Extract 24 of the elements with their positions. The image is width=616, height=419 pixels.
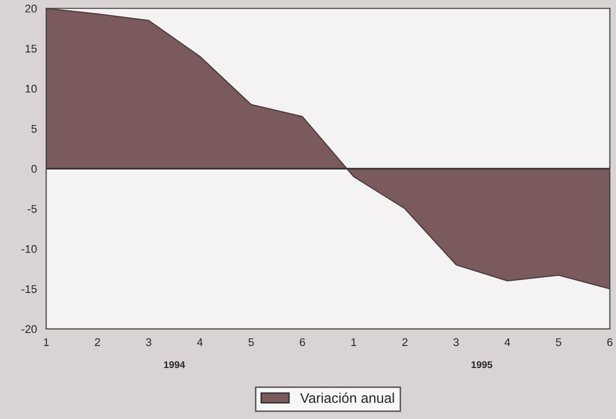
x-tick-label: 3 (453, 338, 459, 346)
y-tick-label: -5 (28, 205, 37, 213)
y-tick-label: -10 (22, 245, 37, 253)
x-tick-label: 6 (607, 338, 612, 346)
x-tick-label: 1 (351, 338, 356, 346)
y-tick-label: 0 (31, 164, 37, 173)
x-tick-label: 1 (44, 338, 49, 346)
y-tick-label: 5 (31, 124, 37, 133)
x-tick-label: 3 (146, 338, 152, 346)
y-tick-label: -20 (22, 325, 37, 334)
legend-label: Variación anual (300, 392, 394, 403)
text: 1995 (472, 361, 492, 368)
x-tick-label: 5 (248, 338, 254, 346)
y-tick-label: 15 (26, 44, 37, 53)
x-tick-label: 2 (402, 338, 408, 346)
y-tick-label: 20 (25, 4, 37, 13)
x-tick-label: 4 (197, 338, 203, 346)
x-tick-label: 4 (504, 338, 510, 346)
x-tick-label: 2 (94, 338, 100, 346)
y-tick-label: 10 (26, 84, 37, 93)
x-tick-label: 6 (300, 338, 305, 346)
y-tick-label: -15 (22, 285, 37, 293)
text: 1994 (164, 361, 186, 368)
x-tick-label: 5 (556, 338, 562, 346)
